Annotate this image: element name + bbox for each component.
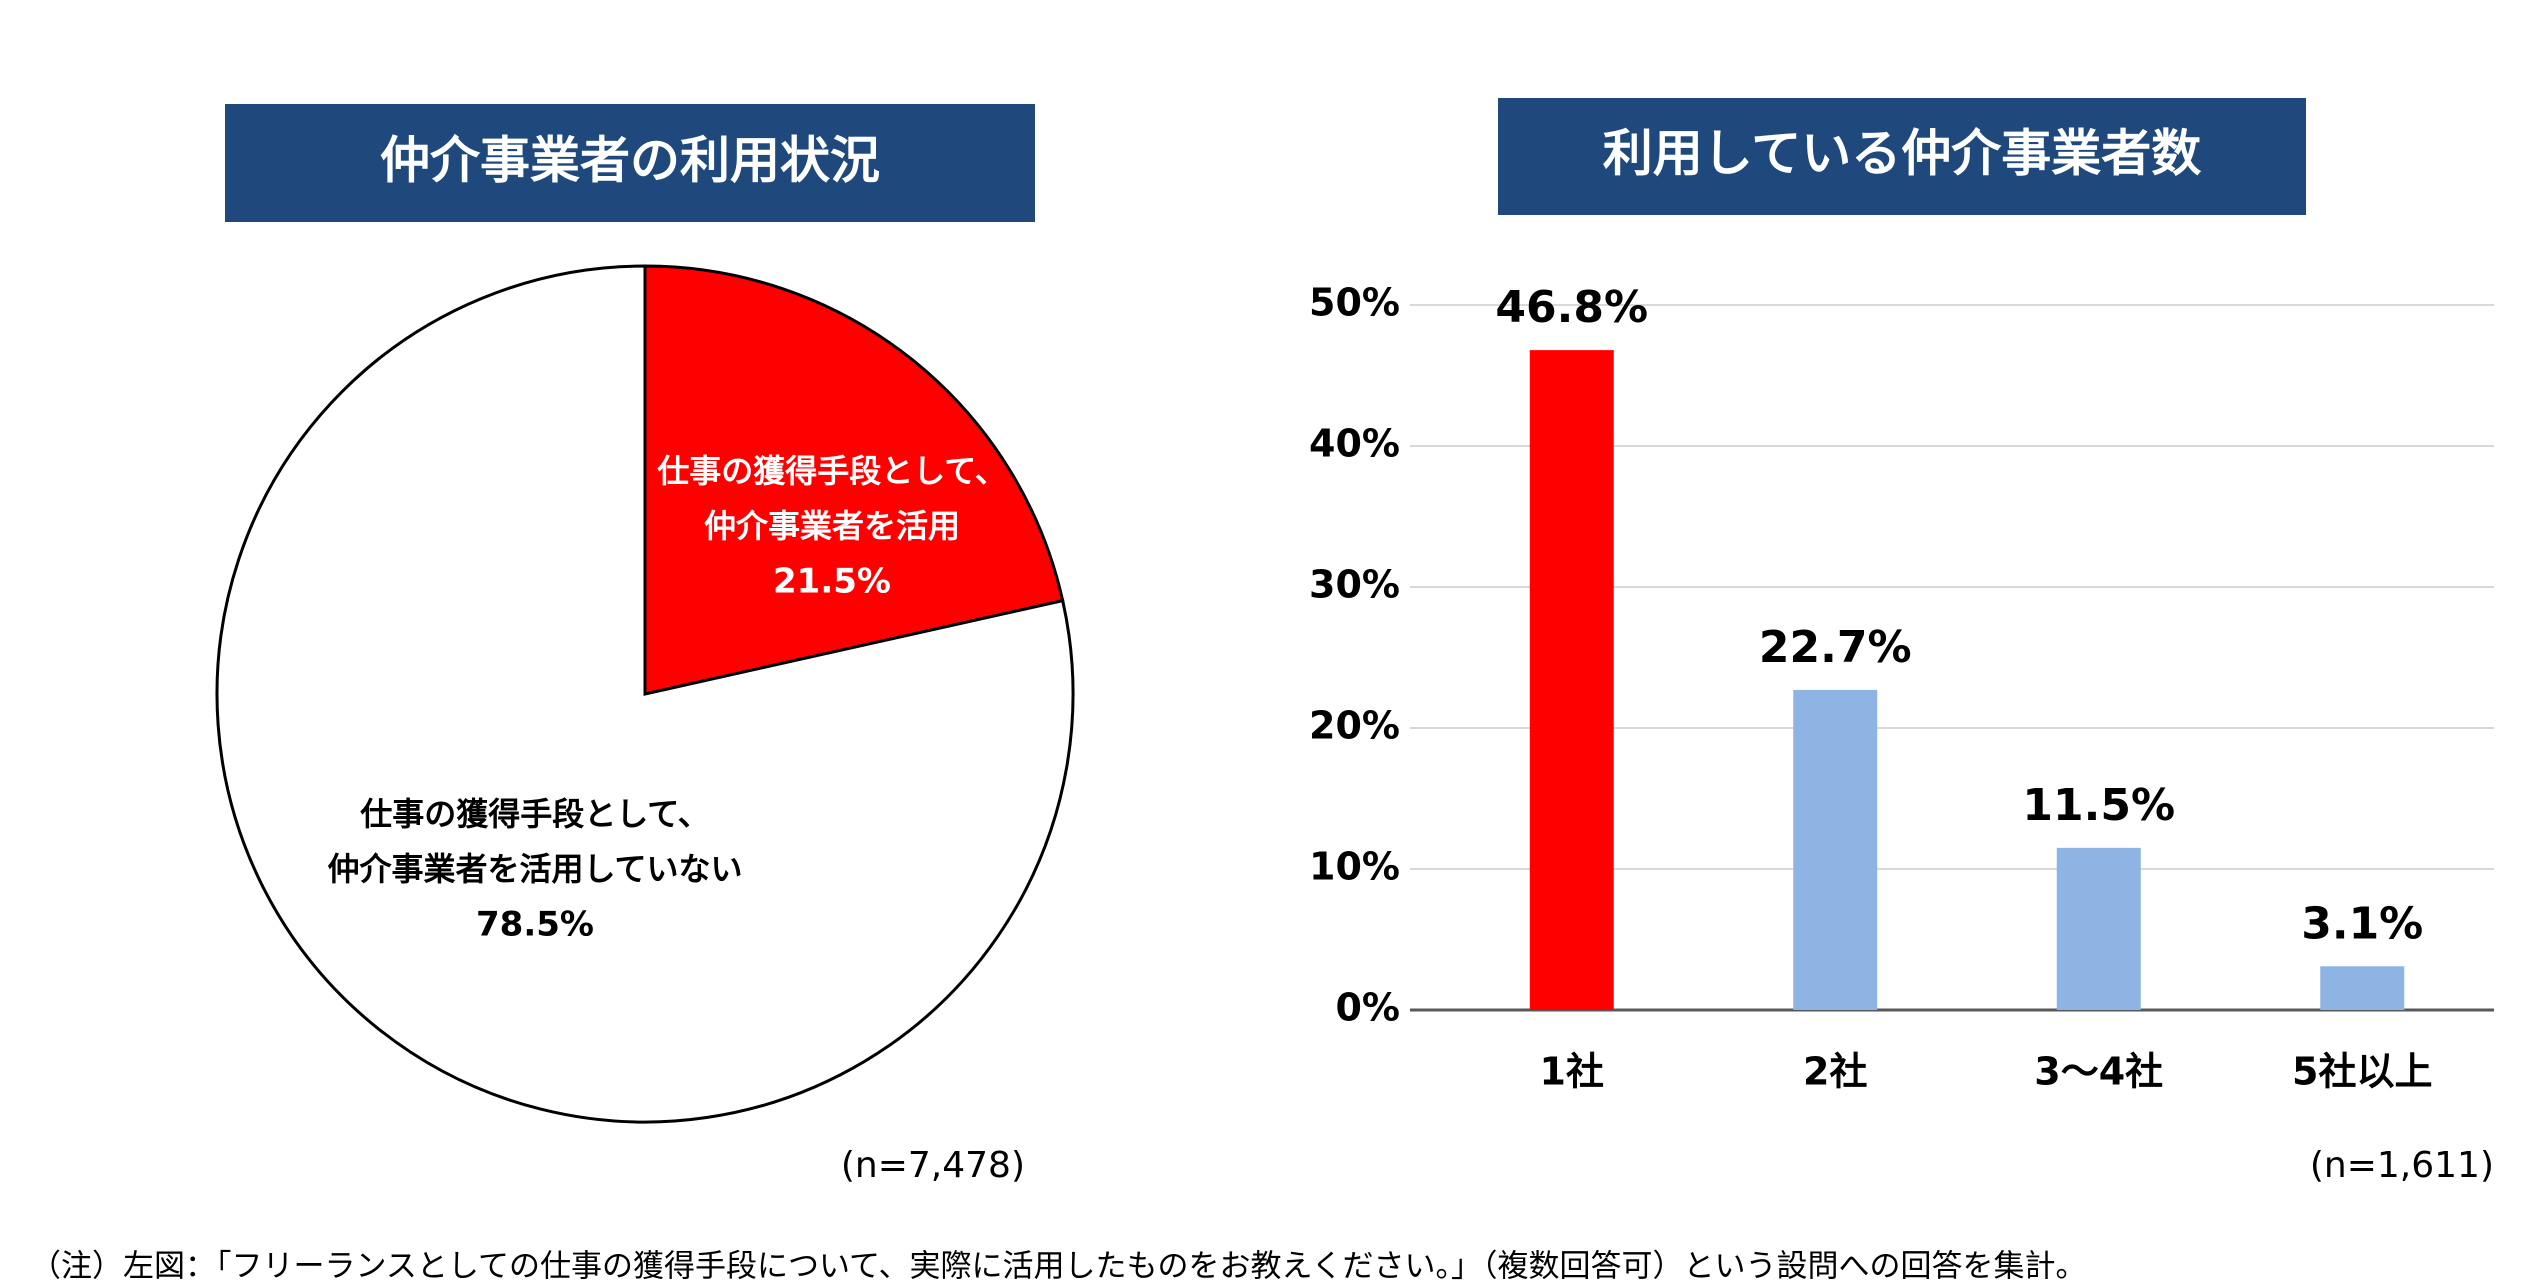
value-label: 11.5% xyxy=(2022,780,2175,831)
pie-slice xyxy=(215,264,1075,1124)
slice-label: 仲介事業者を活用 xyxy=(704,507,960,545)
value-label: 22.7% xyxy=(1759,622,1912,673)
slice-label: 仲介事業者を活用していない xyxy=(327,850,742,888)
value-label: 3.1% xyxy=(2301,898,2423,949)
slice-label: 仕事の獲得手段として、 xyxy=(657,452,1006,490)
x-tick-label: 1社 xyxy=(1540,1050,1604,1094)
bar xyxy=(1529,350,1614,1010)
bar-title-box xyxy=(1498,98,2306,215)
y-tick-label: 30% xyxy=(1309,563,1400,607)
slice-value-label: 21.5% xyxy=(773,562,891,602)
y-tick-label: 20% xyxy=(1309,704,1400,748)
y-tick-label: 50% xyxy=(1309,281,1400,325)
y-tick-label: 0% xyxy=(1335,986,1400,1030)
bar xyxy=(2320,966,2405,1010)
pie-title: 仲介事業者の利用状況 xyxy=(380,132,880,190)
x-tick-label: 2社 xyxy=(1803,1050,1867,1094)
footnote: （注）左図：「フリーランスとしての仕事の獲得手段について、実際に活用したものをお… xyxy=(30,1249,2087,1285)
pie-slice xyxy=(643,264,1065,696)
y-tick-label: 40% xyxy=(1309,422,1400,466)
x-tick-label: 3～4社 xyxy=(2034,1050,2163,1094)
pie-title-box xyxy=(225,104,1035,222)
y-tick-label: 10% xyxy=(1309,845,1400,889)
bar-title: 利用している仲介事業者数 xyxy=(1603,125,2202,183)
x-tick-label: 5社以上 xyxy=(2292,1050,2432,1094)
sample-note: (n=1,611) xyxy=(2310,1145,2494,1186)
slice-label: 仕事の獲得手段として、 xyxy=(360,795,709,833)
bar xyxy=(1793,689,1878,1010)
sample-note: (n=7,478) xyxy=(841,1145,1025,1186)
value-label: 46.8% xyxy=(1495,282,1648,333)
bar xyxy=(2056,847,2141,1010)
slice-value-label: 78.5% xyxy=(476,905,594,945)
